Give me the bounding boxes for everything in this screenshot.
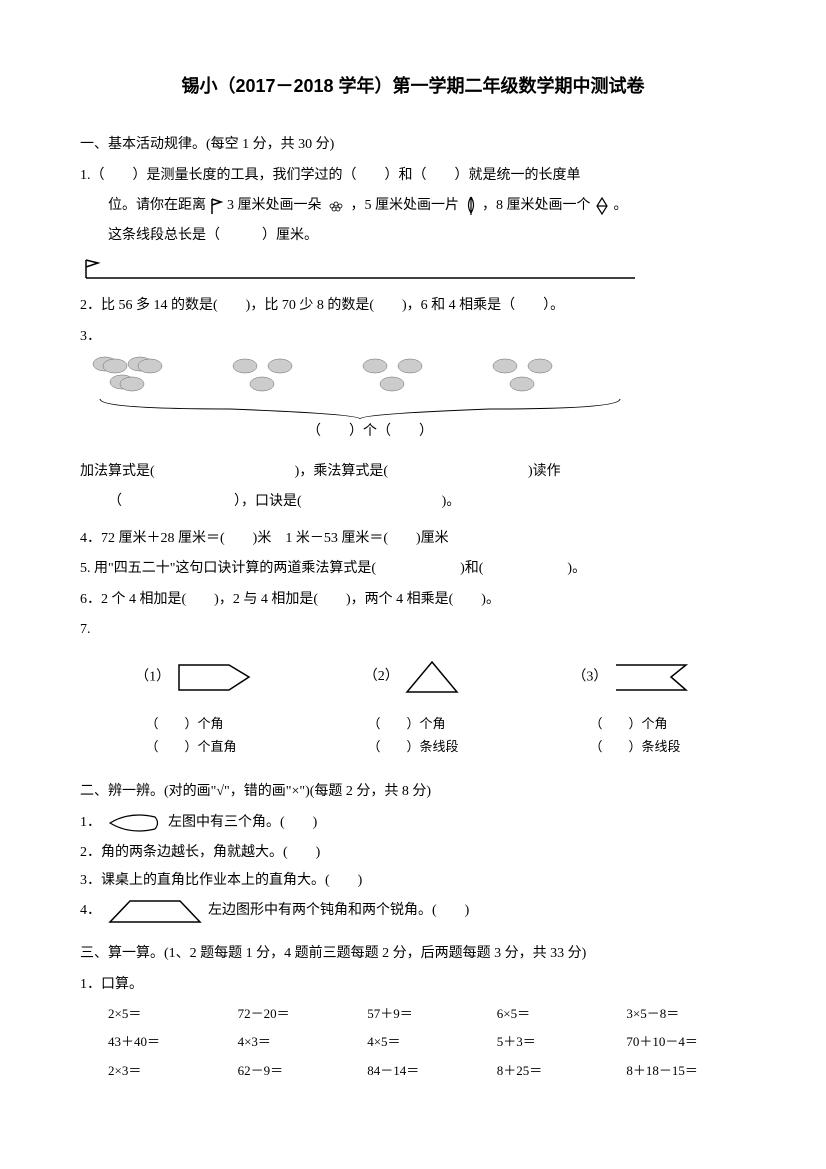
calc-cell: 72－20＝ xyxy=(238,1002,358,1025)
calc-grid: 2×5＝ 72－20＝ 57＋9＝ 6×5＝ 3×5－8＝ 43＋40＝ 4×3… xyxy=(80,1002,746,1082)
calc-cell: 3×5－8＝ xyxy=(626,1002,746,1025)
section1-header: 一、基本活动规律。(每空 1 分，共 30 分) xyxy=(80,132,746,157)
calc-cell: 2×3＝ xyxy=(108,1059,228,1082)
flag-icon xyxy=(210,197,224,215)
q3-text2: （ ），口诀是( )。 xyxy=(80,489,746,514)
question-5: 5. 用"四五二十"这句口诀计算的两道乘法算式是( )和( )。 xyxy=(80,556,746,581)
shape2-l1: （ ）个角 xyxy=(367,712,458,735)
calc-cell: 57＋9＝ xyxy=(367,1002,487,1025)
tf-q4-pre: 4． xyxy=(80,904,101,919)
tf-q1-pre: 1． xyxy=(80,815,101,830)
q1-text2: 位。请你在距离 xyxy=(108,198,206,213)
tf-q3: 3．课桌上的直角比作业本上的直角大。( ) xyxy=(80,868,746,893)
shape1-l1: （ ）个角 xyxy=(145,712,236,735)
q1-text3: 3 厘米处画一朵 xyxy=(227,198,322,213)
shape-3: （3） xyxy=(572,660,691,695)
shape2-labels: （ ）个角 （ ）条线段 xyxy=(367,712,458,759)
question-1-cont: 位。请你在距离 3 厘米处画一朵 ，5 厘米处画一片 ，8 厘米处画一个 。 xyxy=(80,193,746,218)
shapes-row: （1） （2） （3） xyxy=(80,657,746,697)
question-3-label: 3． xyxy=(80,324,746,349)
section3-header: 三、算一算。(1、2 题每题 1 分，4 题前三题每题 2 分，后两题每题 3 … xyxy=(80,941,746,966)
section2-header: 二、辨一辨。(对的画"√"，错的画"×")(每题 2 分，共 8 分) xyxy=(80,779,746,804)
diamond-icon xyxy=(594,196,610,216)
calc-cell: 84－14＝ xyxy=(367,1059,487,1082)
question-2: 2．比 56 多 14 的数是( )，比 70 少 8 的数是( )，6 和 4… xyxy=(80,293,746,318)
shape3-l2: （ ）条线段 xyxy=(589,735,680,758)
flower-icon xyxy=(325,197,347,215)
q1-text7: 这条线段总长是（ ）厘米。 xyxy=(108,228,318,243)
tf-q1-post: 左图中有三个角。( ) xyxy=(168,815,317,830)
shape3-num: （3） xyxy=(572,669,607,684)
shape1-num: （1） xyxy=(135,669,170,684)
q1-text1: 1.（ ）是测量长度的工具，我们学过的（ ）和（ ）就是统一的长度单 xyxy=(80,168,581,183)
q1-text4: ，5 厘米处画一片 xyxy=(351,198,460,213)
shape2-num: （2） xyxy=(364,669,399,684)
calc-cell: 5＋3＝ xyxy=(497,1030,617,1053)
leaf-icon xyxy=(463,195,479,217)
calc-cell: 43＋40＝ xyxy=(108,1030,228,1053)
trapezoid-icon xyxy=(105,896,205,926)
ruler-line xyxy=(80,256,746,281)
question-7-label: 7. xyxy=(80,617,746,642)
calc-cell: 8＋18－15＝ xyxy=(626,1059,746,1082)
tf-q4-post: 左边图形中有两个钝角和两个锐角。( ) xyxy=(208,904,469,919)
calc-cell: 4×3＝ xyxy=(238,1030,358,1053)
section3-q1-label: 1．口算。 xyxy=(80,972,746,997)
calc-cell: 4×5＝ xyxy=(367,1030,487,1053)
question-1-cont2: 这条线段总长是（ ）厘米。 xyxy=(80,223,746,248)
shape3-labels: （ ）个角 （ ）条线段 xyxy=(589,712,680,759)
shape-1: （1） xyxy=(135,660,254,695)
tf-q4: 4． 左边图形中有两个钝角和两个锐角。( ) xyxy=(80,896,746,926)
calc-cell: 6×5＝ xyxy=(497,1002,617,1025)
shape2-l2: （ ）条线段 xyxy=(367,735,458,758)
tf-q1: 1． 左图中有三个角。( ) xyxy=(80,809,746,837)
question-1: 1.（ ）是测量长度的工具，我们学过的（ ）和（ ）就是统一的长度单 xyxy=(80,163,746,188)
calc-cell: 8＋25＝ xyxy=(497,1059,617,1082)
shape1-l2: （ ）个直角 xyxy=(145,735,236,758)
tf-q2: 2．角的两条边越长，角就越大。( ) xyxy=(80,840,746,865)
q1-text6: 。 xyxy=(614,198,628,213)
q3-text1: 加法算式是( )，乘法算式是( )读作 xyxy=(80,459,746,484)
page-title: 锡小（2017－2018 学年）第一学期二年级数学期中测试卷 xyxy=(80,70,746,102)
calc-cell: 62－9＝ xyxy=(238,1059,358,1082)
calc-cell: 2×5＝ xyxy=(108,1002,228,1025)
question-6: 6．2 个 4 相加是( )，2 与 4 相加是( )，两个 4 相乘是( )。 xyxy=(80,587,746,612)
shape-2: （2） xyxy=(364,657,463,697)
shape3-l1: （ ）个角 xyxy=(589,712,680,735)
teardrop-icon xyxy=(105,809,165,837)
q1-text5: ，8 厘米处画一个 xyxy=(482,198,591,213)
calc-cell: 70＋10－4＝ xyxy=(626,1030,746,1053)
shape1-labels: （ ）个角 （ ）个直角 xyxy=(145,712,236,759)
shape-labels: （ ）个角 （ ）个直角 （ ）个角 （ ）条线段 （ ）个角 （ ）条线段 xyxy=(80,712,746,759)
flower-groups: （ ）个（ ） xyxy=(80,354,746,444)
question-4: 4．72 厘米＋28 厘米＝( )米 1 米－53 厘米＝( )厘米 xyxy=(80,526,746,551)
